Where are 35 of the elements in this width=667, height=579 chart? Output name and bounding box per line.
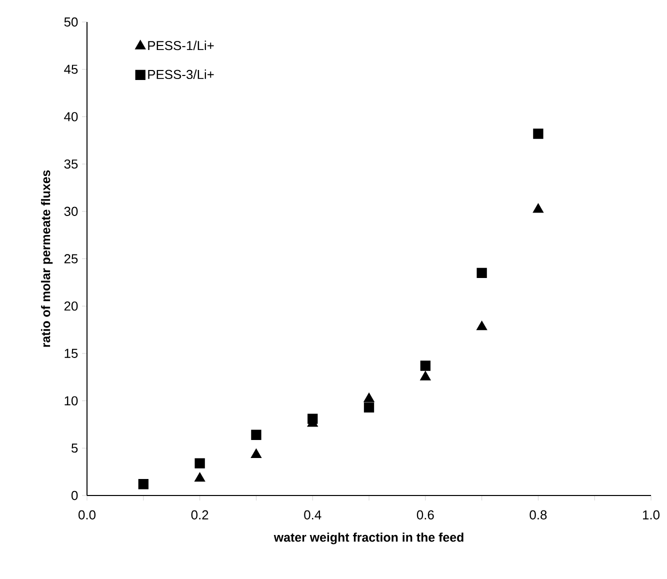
x-tick-label: 0.0	[78, 510, 96, 520]
point	[194, 458, 205, 468]
y-tick-label: 10	[64, 396, 78, 406]
y-tick-label: 50	[64, 17, 78, 27]
y-tick-label: 20	[64, 301, 78, 311]
point	[364, 392, 374, 402]
x-tick-label: 0.6	[416, 510, 434, 520]
y-axis-title: ratio of molar permeate fluxes	[41, 170, 53, 347]
y-tick-label: 5	[72, 444, 78, 453]
point	[194, 472, 206, 482]
x-tick-label: 0.4	[304, 510, 322, 520]
point	[364, 402, 374, 412]
point	[420, 371, 431, 380]
point	[420, 360, 430, 371]
point	[308, 414, 318, 424]
point	[251, 430, 262, 440]
y-tick-label: 25	[64, 254, 78, 264]
y-tick-label: 40	[64, 112, 78, 122]
point	[532, 204, 544, 213]
x-tick-label: 0.2	[191, 510, 208, 520]
x-tick-label: 1.0	[642, 510, 660, 520]
x-tick-label: 0.8	[530, 510, 547, 520]
legend-label: PESS-3/Li+	[148, 70, 214, 80]
point	[476, 320, 488, 330]
point	[250, 448, 262, 458]
legend-label: PESS-1/Li+	[148, 40, 214, 50]
point	[533, 128, 544, 139]
y-tick-label: 15	[64, 348, 78, 358]
y-tick-label: 0	[71, 490, 78, 500]
y-tick-label: 35	[64, 159, 78, 169]
y-tick-label: 30	[64, 206, 78, 216]
x-axis-title: water weight fraction in the feed	[274, 532, 464, 544]
point	[476, 268, 487, 278]
y-tick-label: 45	[64, 64, 78, 74]
point	[138, 479, 148, 490]
